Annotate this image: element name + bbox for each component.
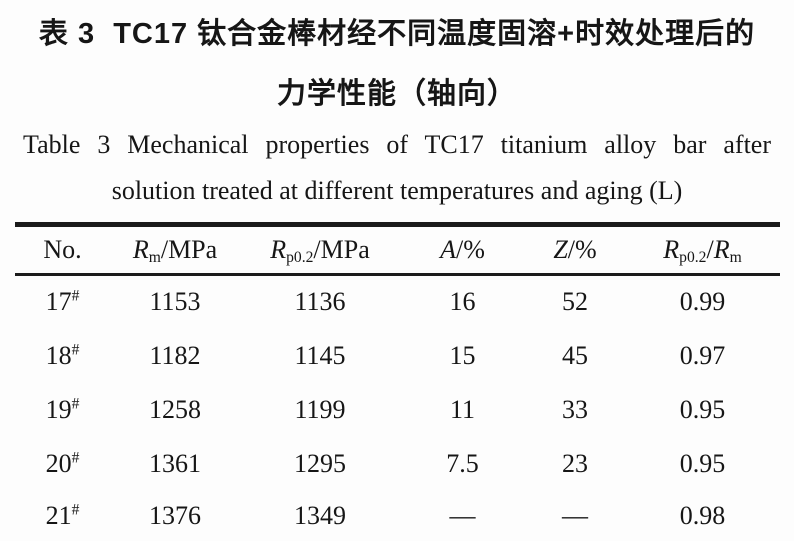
table-caption-zh-line2: 力学性能（轴向） bbox=[276, 78, 517, 110]
cell-ratio: 0.98 bbox=[679, 501, 726, 530]
cell-no: 21# bbox=[15, 491, 110, 541]
cell-a: — bbox=[449, 501, 476, 530]
a-unit: /% bbox=[456, 235, 485, 264]
z-unit: /% bbox=[567, 235, 597, 264]
cell-rp02: 1136 bbox=[294, 287, 346, 317]
cell-a: 11 bbox=[449, 394, 476, 424]
ratio-separator: / bbox=[706, 235, 714, 264]
cell-rm: 1258 bbox=[149, 394, 201, 424]
ratio-symbol1: R bbox=[663, 235, 680, 264]
cell-rp02: 1145 bbox=[294, 340, 346, 370]
cell-no: 19# bbox=[15, 383, 110, 437]
cell-a: 15 bbox=[449, 340, 476, 370]
cell-rp02: 1295 bbox=[294, 448, 346, 478]
table-caption-zh-line1: 表 3 TC17 钛合金棒材经不同温度固溶+时效处理后的 bbox=[38, 18, 756, 50]
hash-superscript: # bbox=[71, 287, 80, 305]
cell-rp02: 1349 bbox=[294, 501, 346, 530]
ratio-subscript1: p0.2 bbox=[679, 249, 707, 267]
specimen-number: 19 bbox=[45, 394, 72, 424]
cell-ratio: 0.97 bbox=[679, 340, 726, 370]
cell-no: 20# bbox=[15, 437, 110, 491]
no-label: No. bbox=[43, 235, 82, 264]
cell-rm: 1361 bbox=[149, 448, 201, 478]
table-caption-en-line1: Table 3 Mechanical properties of TC17 ti… bbox=[23, 130, 771, 159]
specimen-number: 17 bbox=[45, 287, 72, 317]
specimen-number: 20 bbox=[45, 448, 72, 478]
a-symbol: A bbox=[440, 235, 456, 264]
table-caption-en-line2: solution treated at different temperatur… bbox=[111, 176, 683, 205]
cell-z: — bbox=[562, 501, 588, 530]
cell-ratio: 0.95 bbox=[679, 448, 726, 478]
rp02-unit: /MPa bbox=[313, 235, 370, 264]
col-header-no: No. bbox=[15, 225, 110, 275]
cell-z: 52 bbox=[562, 287, 588, 317]
table-row: 21# 1376 1349 — — 0.98 bbox=[15, 491, 780, 541]
ratio-subscript2: m bbox=[729, 249, 742, 267]
col-header-rm: Rm/MPa bbox=[110, 225, 240, 275]
rm-symbol: R bbox=[132, 235, 149, 264]
cell-z: 45 bbox=[562, 340, 588, 370]
cell-ratio: 0.99 bbox=[679, 287, 726, 317]
cell-rm: 1182 bbox=[149, 340, 201, 370]
mechanical-properties-table: No. Rm/MPa Rp0.2/MPa A/% Z/% Rp0.2/Rm 17… bbox=[15, 222, 780, 541]
cell-rp02: 1199 bbox=[294, 394, 346, 424]
hash-superscript: # bbox=[71, 448, 80, 466]
cell-z: 23 bbox=[562, 448, 588, 478]
hash-superscript: # bbox=[71, 394, 80, 412]
specimen-number: 18 bbox=[45, 340, 72, 370]
col-header-ratio: Rp0.2/Rm bbox=[625, 225, 780, 275]
table-row: 20# 1361 1295 7.5 23 0.95 bbox=[15, 437, 780, 491]
col-header-a: A/% bbox=[400, 225, 525, 275]
table-row: 19# 1258 1199 11 33 0.95 bbox=[15, 383, 780, 437]
cell-a: 7.5 bbox=[446, 448, 479, 478]
rp02-subscript: p0.2 bbox=[286, 249, 314, 267]
cell-no: 17# bbox=[15, 275, 110, 329]
table-row: 18# 1182 1145 15 45 0.97 bbox=[15, 329, 780, 383]
cell-rm: 1376 bbox=[149, 501, 201, 530]
hash-superscript: # bbox=[71, 340, 80, 358]
col-header-rp02: Rp0.2/MPa bbox=[240, 225, 400, 275]
cell-z: 33 bbox=[562, 394, 588, 424]
rm-unit: /MPa bbox=[160, 235, 218, 264]
cell-rm: 1153 bbox=[149, 287, 201, 317]
ratio-symbol2: R bbox=[713, 235, 730, 264]
rp02-symbol: R bbox=[270, 235, 287, 264]
cell-a: 16 bbox=[449, 287, 476, 317]
cell-no: 18# bbox=[15, 329, 110, 383]
table-header-row: No. Rm/MPa Rp0.2/MPa A/% Z/% Rp0.2/Rm bbox=[15, 225, 780, 275]
z-symbol: Z bbox=[553, 235, 568, 264]
table-row: 17# 1153 1136 16 52 0.99 bbox=[15, 275, 780, 329]
hash-superscript: # bbox=[71, 501, 80, 519]
cell-ratio: 0.95 bbox=[679, 394, 726, 424]
specimen-number: 21 bbox=[45, 501, 72, 530]
col-header-z: Z/% bbox=[525, 225, 625, 275]
rm-subscript: m bbox=[148, 249, 161, 267]
